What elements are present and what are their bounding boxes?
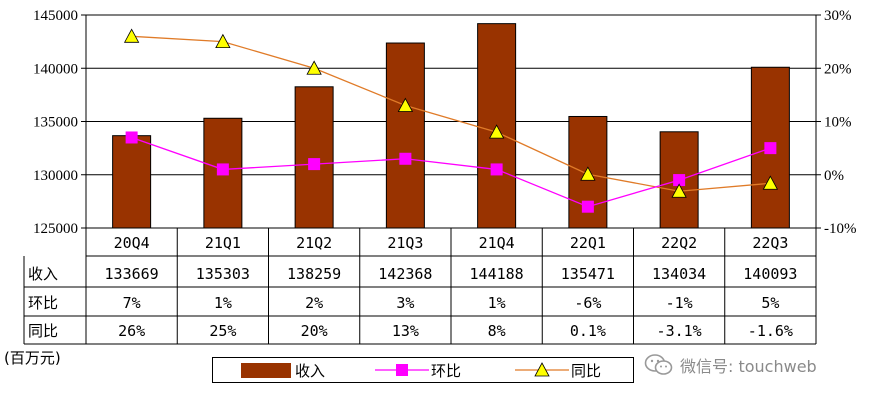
bar-revenue (477, 23, 517, 229)
table-cell: 20% (301, 322, 328, 340)
table-cell: 134034 (652, 265, 706, 283)
category-label: 21Q4 (479, 234, 515, 252)
point-tongbi (397, 97, 414, 112)
wechat-icon (644, 354, 673, 375)
point-huanbi (490, 163, 503, 176)
line-huanbi (131, 136, 771, 208)
point-huanbi (581, 200, 594, 213)
point-huanbi (764, 142, 777, 155)
line-tongbi (131, 35, 771, 192)
watermark-text: 微信号: touchweb (680, 357, 817, 376)
y-left-tick-label: 145000 (33, 8, 78, 24)
point-tongbi (762, 175, 779, 190)
unit-label: (百万元) (4, 349, 61, 367)
table-cell: 7% (123, 294, 141, 312)
table-row-label: 同比 (28, 322, 58, 340)
legend-item-tongbi: 同比 (513, 358, 601, 382)
point-tongbi (215, 33, 231, 49)
table-cell: 5% (761, 294, 779, 312)
category-label: 22Q1 (570, 234, 606, 252)
point-tongbi (306, 60, 322, 75)
point-tongbi (580, 166, 596, 181)
table-cell: -1% (666, 294, 693, 312)
point-huanbi (673, 174, 686, 187)
bar-revenue (294, 86, 334, 229)
table-row-label: 环比 (28, 294, 58, 312)
table-cell: 144188 (470, 265, 524, 283)
table-row-label: 收入 (28, 265, 58, 283)
category-label: 21Q2 (296, 234, 332, 252)
legend: 收入 环比 同比 (212, 357, 634, 383)
point-huanbi (216, 163, 229, 176)
legend-bar-swatch (241, 362, 291, 378)
category-label: 21Q3 (387, 234, 423, 252)
table-cell: 13% (392, 322, 419, 340)
table-cell: 142368 (378, 265, 432, 283)
table-cell: 2% (305, 294, 323, 312)
y-left-tick-label: 135000 (33, 115, 78, 131)
point-tongbi (488, 124, 505, 139)
legend-label-huanbi: 环比 (431, 361, 462, 380)
watermark: 微信号: touchweb (644, 352, 817, 378)
point-tongbi (671, 183, 687, 198)
table-cell: 25% (209, 322, 236, 340)
legend-label-revenue: 收入 (295, 361, 326, 380)
y-right-tick-label: 10% (824, 115, 852, 131)
table-cell: 1% (214, 294, 232, 312)
y-right-tick-label: 20% (824, 61, 852, 77)
y-right-tick-label: 0% (824, 168, 844, 184)
legend-item-revenue: 收入 (241, 358, 325, 382)
y-left-tick-label: 130000 (33, 168, 78, 184)
point-tongbi (123, 28, 140, 43)
category-label: 20Q4 (114, 234, 150, 252)
table-cell: 0.1% (570, 322, 606, 340)
table-cell: 26% (118, 322, 145, 340)
y-left-tick-label: 125000 (33, 221, 78, 237)
table-cell: 133669 (105, 265, 159, 283)
table-cell: 3% (396, 294, 414, 312)
table-cell: 135303 (196, 265, 250, 283)
table-cell: -1.6% (748, 322, 793, 340)
legend-triangle-marker (515, 362, 569, 377)
point-huanbi (308, 158, 321, 171)
bar-revenue (385, 42, 425, 229)
bar-revenue (112, 135, 152, 229)
point-huanbi (125, 131, 138, 144)
legend-item-huanbi: 环比 (373, 358, 461, 382)
point-huanbi (399, 152, 412, 165)
table-cell: 135471 (561, 265, 615, 283)
table-cell: 138259 (287, 265, 341, 283)
table-cell: -6% (574, 294, 601, 312)
y-right-tick-label: -10% (824, 221, 857, 237)
table-cell: 140093 (743, 265, 797, 283)
category-label: 22Q3 (752, 234, 788, 252)
table-cell: 8% (488, 322, 506, 340)
table-cell: -3.1% (657, 322, 702, 340)
legend-label-tongbi: 同比 (571, 361, 602, 380)
y-left-tick-label: 140000 (33, 61, 78, 77)
category-label: 21Q1 (205, 234, 241, 252)
y-right-tick-label: 30% (824, 8, 852, 24)
table-cell: 1% (488, 294, 506, 312)
category-label: 22Q2 (661, 234, 697, 252)
legend-square-marker (375, 364, 429, 376)
